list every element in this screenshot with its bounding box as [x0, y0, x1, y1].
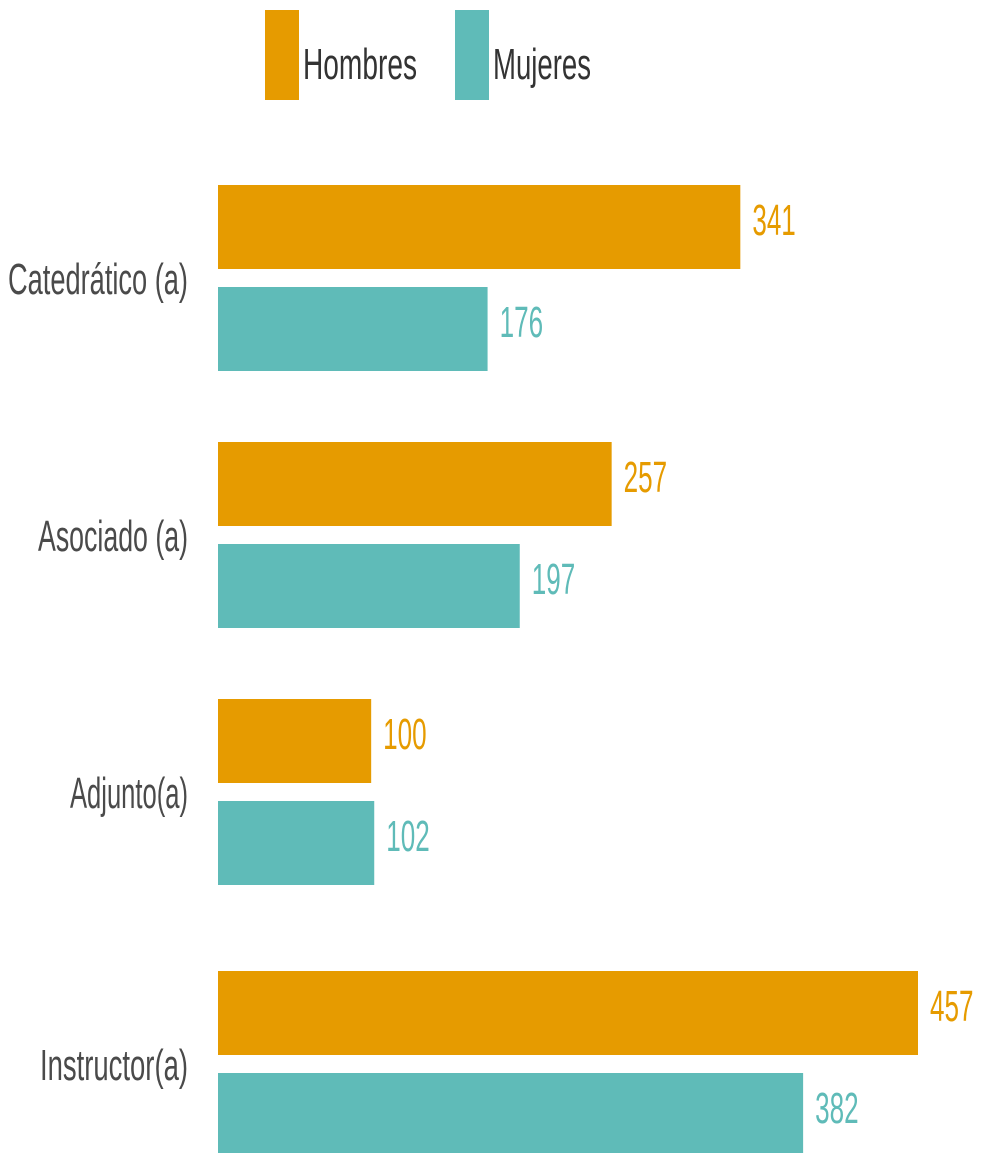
- bar-instructor-a-mujeres: [218, 1073, 804, 1153]
- legend-label-mujeres: Mujeres: [493, 40, 591, 89]
- category-label-instructor-a: Instructor(a): [40, 1041, 188, 1090]
- legend-swatch-mujeres: [455, 10, 489, 100]
- value-labels: 341 176 257 197 100 102 457 382: [383, 196, 973, 1133]
- bar-catedratico-a-hombres: [218, 185, 741, 269]
- bar-asociado-a-hombres: [218, 442, 612, 526]
- bars: [218, 185, 918, 1153]
- bar-adjunto-a-hombres: [218, 699, 372, 783]
- category-label-adjunto-a: Adjunto(a): [70, 769, 188, 818]
- legend-label-hombres: Hombres: [303, 40, 417, 89]
- category-label-asociado-a: Asociado (a): [38, 512, 188, 561]
- bar-asociado-a-mujeres: [218, 544, 520, 628]
- value-label-adjunto-a-mujeres: 102: [386, 812, 430, 861]
- value-label-instructor-a-hombres: 457: [930, 982, 974, 1031]
- bar-catedratico-a-mujeres: [218, 287, 488, 371]
- value-label-catedratico-a-mujeres: 176: [500, 298, 543, 347]
- legend: Hombres Mujeres: [265, 10, 591, 100]
- value-label-asociado-a-hombres: 257: [624, 453, 668, 502]
- bar-instructor-a-hombres: [218, 971, 918, 1055]
- value-label-instructor-a-mujeres: 382: [815, 1084, 859, 1133]
- category-label-catedratico-a: Catedrático (a): [8, 255, 188, 304]
- bar-adjunto-a-mujeres: [218, 801, 375, 885]
- value-label-asociado-a-mujeres: 197: [532, 555, 576, 604]
- value-label-catedratico-a-hombres: 341: [752, 196, 796, 245]
- value-label-adjunto-a-hombres: 100: [383, 710, 427, 759]
- category-labels: Catedrático (a) Asociado (a) Adjunto(a) Ins…: [8, 255, 188, 1090]
- legend-swatch-hombres: [265, 10, 299, 100]
